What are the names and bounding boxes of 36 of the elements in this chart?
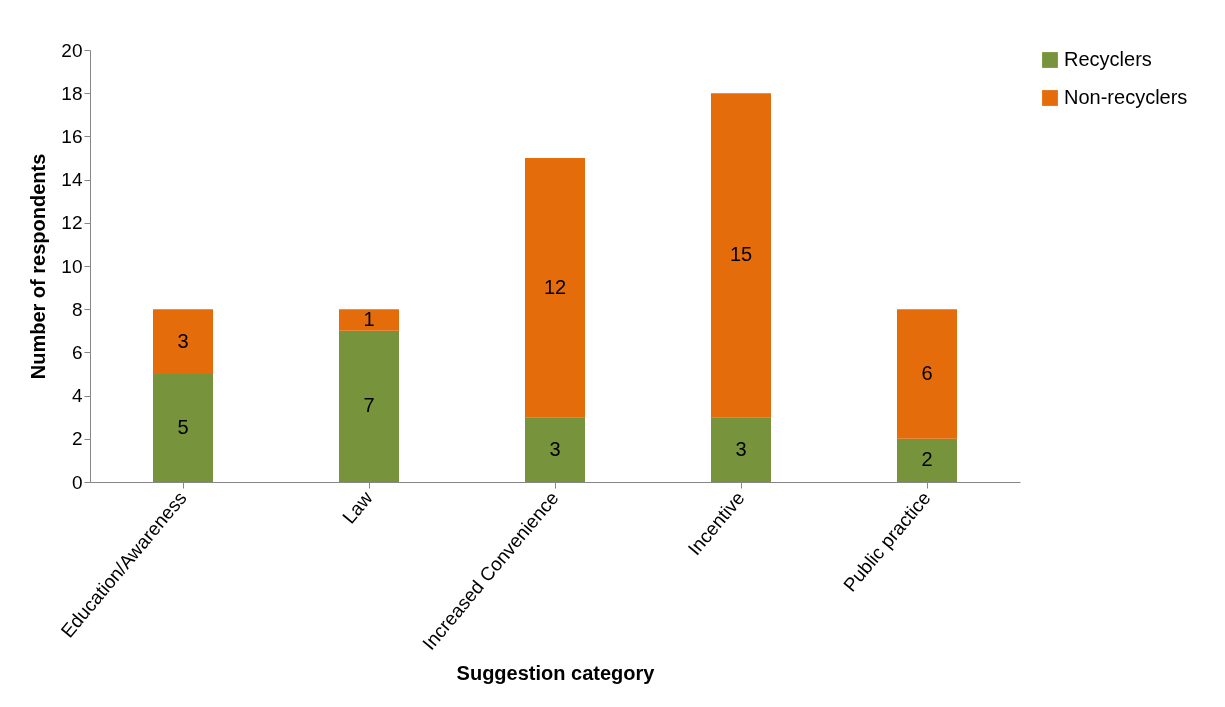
bar [153, 309, 213, 374]
y-tick-label: 4 [71, 385, 83, 407]
y-tick-label: 10 [61, 255, 83, 277]
legend-label: Non-recyclers [1064, 86, 1188, 108]
bar [711, 93, 771, 418]
bar [153, 374, 213, 482]
y-axis-title: Number of respondents [27, 153, 50, 380]
bar [525, 417, 585, 482]
bar [897, 309, 957, 439]
data-label: 15 [729, 243, 753, 266]
y-tick-label: 18 [61, 82, 83, 104]
legend-label: Recyclers [1064, 48, 1152, 70]
y-tick-label: 8 [71, 298, 83, 320]
y-tick-label: 20 [61, 39, 83, 61]
bar [897, 438, 957, 482]
data-label: 5 [177, 416, 189, 438]
bar [525, 158, 585, 418]
y-tick-label: 0 [71, 471, 83, 493]
y-tick-label: 12 [61, 212, 83, 234]
y-tick-label: 14 [61, 169, 83, 191]
bar [339, 330, 399, 482]
bar [339, 309, 399, 331]
data-label: 1 [363, 308, 375, 330]
y-tick-label: 16 [61, 125, 83, 147]
data-label: 3 [177, 329, 189, 352]
data-label: 3 [735, 437, 747, 460]
x-axis-title: Suggestion category [456, 661, 656, 684]
data-label: 2 [921, 448, 933, 471]
bar [711, 417, 771, 482]
data-label: 6 [921, 362, 933, 384]
data-label: 3 [549, 437, 561, 460]
data-label: 12 [543, 275, 567, 298]
y-tick-label: 6 [71, 341, 83, 363]
x-tick-label: Law [338, 487, 377, 528]
y-tick-label: 2 [71, 428, 83, 450]
data-label: 7 [363, 394, 375, 417]
